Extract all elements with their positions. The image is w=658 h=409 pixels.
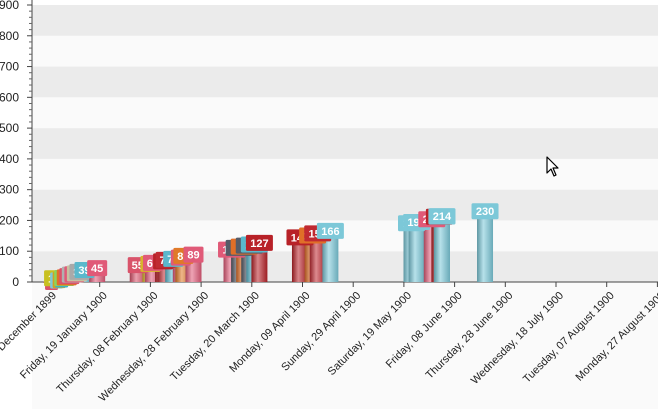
- data-label-box: [316, 222, 344, 239]
- y-tick-label: 300: [0, 183, 19, 197]
- bar: [322, 230, 339, 282]
- grid-band: [32, 251, 658, 282]
- y-tick-label: 400: [0, 152, 19, 166]
- y-tick-label: 900: [0, 0, 19, 12]
- bar: [291, 237, 308, 282]
- grid-band: [32, 66, 658, 98]
- data-label: 127: [250, 238, 268, 250]
- y-tick-label: 200: [0, 213, 19, 227]
- y-tick-label: 700: [0, 60, 19, 74]
- grid-band: [32, 5, 658, 36]
- data-label: 89: [187, 250, 199, 262]
- mouse-pointer-icon: [546, 156, 559, 177]
- y-tick-label: 0: [12, 275, 19, 289]
- data-label: 45: [91, 263, 103, 275]
- grid-band: [32, 97, 658, 129]
- plot-floor: [32, 282, 658, 409]
- grid-band: [32, 189, 658, 221]
- data-label-box: [471, 203, 499, 220]
- y-tick-label: 800: [0, 29, 19, 43]
- data-label-box: [428, 208, 456, 225]
- data-label: 214: [433, 211, 452, 223]
- data-label: 166: [321, 226, 339, 238]
- data-label-box: [183, 246, 204, 263]
- y-tick-label: 500: [0, 121, 19, 135]
- data-label-box: [87, 260, 108, 277]
- grid-band: [32, 35, 658, 67]
- data-label: 230: [476, 206, 494, 218]
- bar: [408, 221, 425, 282]
- y-tick-label: 100: [0, 244, 19, 258]
- grid-band: [32, 128, 658, 159]
- data-label-box: [245, 234, 273, 251]
- grid-band: [32, 220, 658, 252]
- grid-band: [32, 158, 658, 190]
- data-labels: 0125681315192425283339455559626772757985…: [44, 203, 499, 290]
- bar: [433, 216, 450, 282]
- bar: [477, 211, 494, 282]
- bar: [309, 233, 326, 282]
- y-tick-label: 600: [0, 90, 19, 104]
